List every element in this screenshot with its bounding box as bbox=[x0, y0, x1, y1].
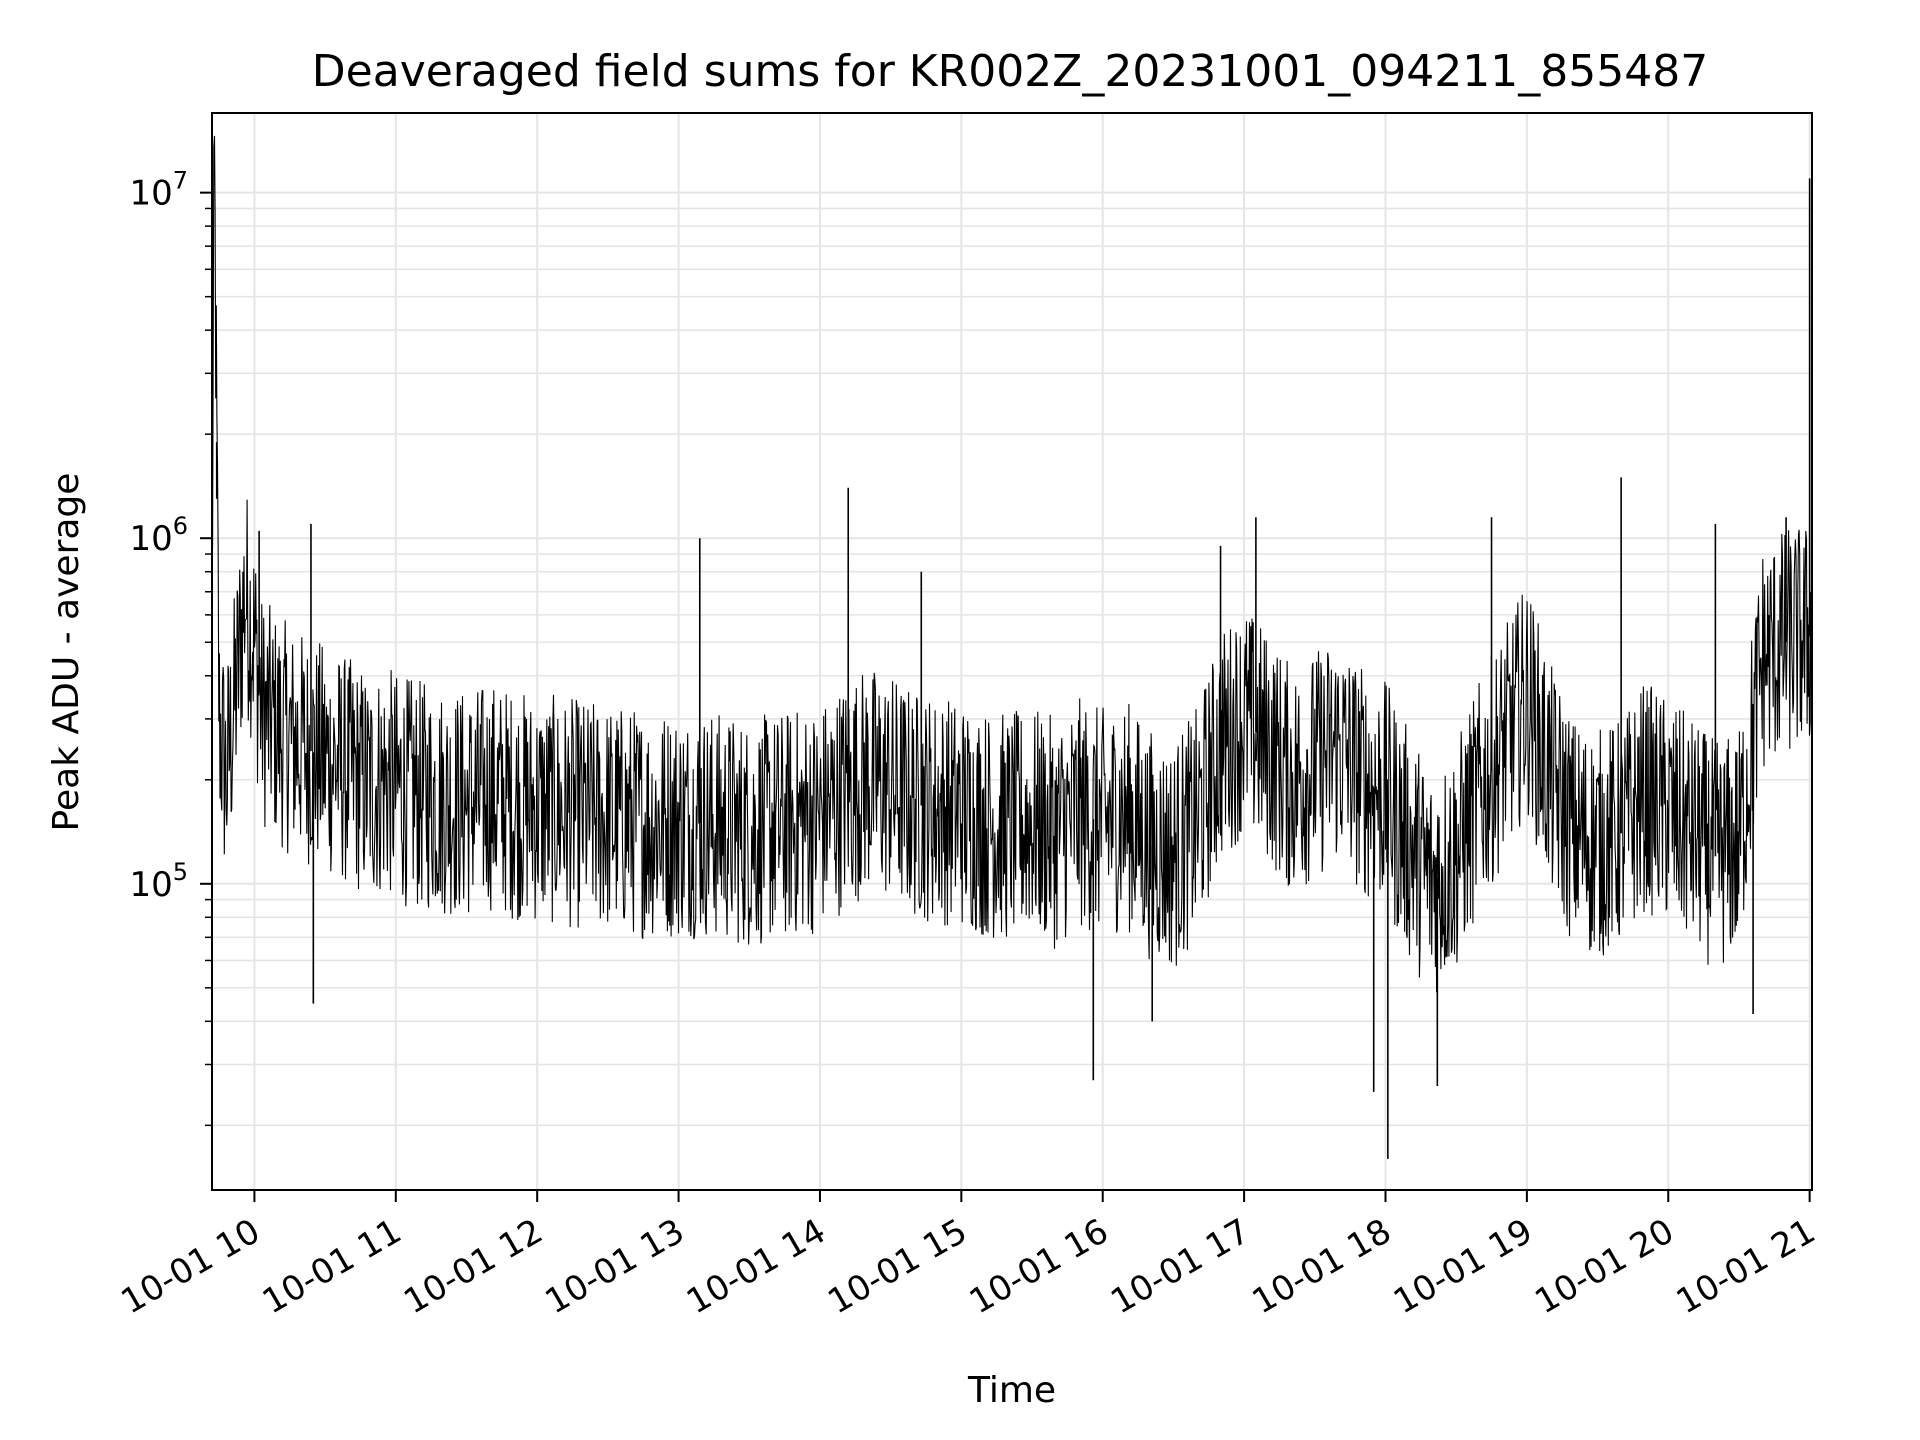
x-tick-label: 10-01 19 bbox=[1387, 1211, 1539, 1322]
y-axis-label: Peak ADU - average bbox=[46, 473, 87, 832]
y-axis: 105 106 107 bbox=[129, 167, 212, 1127]
plot-area bbox=[212, 135, 1812, 1159]
x-tick-label: 10-01 15 bbox=[821, 1211, 973, 1322]
y-tick-label: 106 bbox=[129, 512, 188, 559]
y-tick-label: 107 bbox=[129, 167, 188, 214]
x-tick-label: 10-01 18 bbox=[1246, 1211, 1398, 1322]
plot-frame bbox=[211, 112, 1813, 1191]
x-tick-label: 10-01 13 bbox=[539, 1211, 691, 1322]
x-tick-label: 10-01 14 bbox=[680, 1211, 832, 1322]
series-line bbox=[212, 135, 1812, 993]
x-tick-label: 10-01 11 bbox=[256, 1211, 408, 1322]
x-tick-label: 10-01 12 bbox=[397, 1211, 549, 1322]
x-tick-label: 10-01 17 bbox=[1104, 1211, 1256, 1322]
y-tick-label: 105 bbox=[129, 858, 188, 905]
x-tick-label: 10-01 20 bbox=[1528, 1211, 1680, 1322]
x-tick-label: 10-01 21 bbox=[1670, 1211, 1822, 1322]
grid bbox=[212, 113, 1812, 1190]
x-tick-label: 10-01 10 bbox=[115, 1211, 267, 1322]
x-tick-label: 10-01 16 bbox=[963, 1211, 1115, 1322]
x-axis-label: Time bbox=[967, 1370, 1056, 1411]
chart-title: Deaveraged field sums for KR002Z_2023100… bbox=[312, 46, 1708, 97]
